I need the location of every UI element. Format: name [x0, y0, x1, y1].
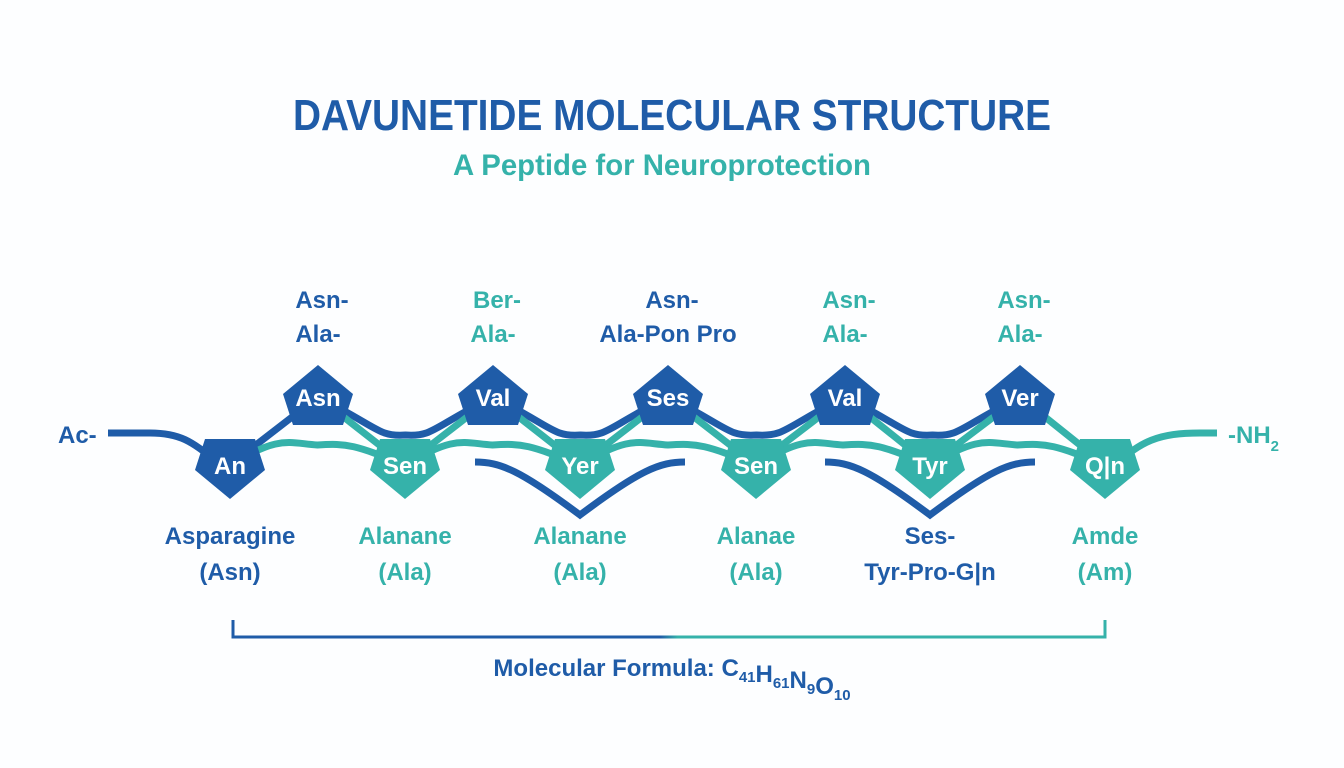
residue-annotation: Ala-	[822, 321, 867, 348]
residue-annotation: Ber-	[473, 287, 521, 314]
residue-name: Amde	[1072, 523, 1139, 550]
backbone-bond	[403, 439, 582, 469]
residue-abbrev: Val	[476, 385, 511, 412]
residue-name: (Ala)	[553, 559, 606, 586]
residue-abbrev: Ver	[1001, 385, 1038, 412]
backbone-bond	[228, 439, 407, 469]
residue-annotation: Ala-	[997, 321, 1042, 348]
residue-node-top	[985, 365, 1055, 425]
residue-abbrev: Ses	[647, 385, 690, 412]
residue-annotation: Ala-	[470, 321, 515, 348]
backbone-bond	[666, 393, 847, 439]
residue-node-bottom	[370, 439, 440, 499]
residue-abbrev: An	[214, 453, 246, 480]
residue-abbrev: Tyr	[912, 453, 948, 480]
residue-name: Asparagine	[165, 523, 296, 550]
residue-node-top	[633, 365, 703, 425]
residue-annotation: Asn-	[295, 287, 348, 314]
residue-nodes: Asn Val Ses Val Ver An Sen Yer Sen Tyr Q|n	[195, 365, 1140, 499]
backbone-bond	[754, 439, 932, 469]
diagram-title: DAVUNETIDE MOLECULAR STRUCTURE	[293, 91, 1051, 140]
residue-abbrev: Sen	[383, 453, 427, 480]
residue-name: (Am)	[1078, 559, 1133, 586]
crosslink-bond	[824, 458, 1036, 520]
residue-node-top	[458, 365, 528, 425]
crosslink-bond	[474, 458, 686, 520]
residue-annotation: Asn-	[997, 287, 1050, 314]
n-terminus: Ac-	[58, 422, 97, 449]
residue-node-bottom	[545, 439, 615, 499]
residue-abbrev: Yer	[561, 453, 598, 480]
residue-node-bottom	[1070, 439, 1140, 499]
residue-annotation: Asn-	[822, 287, 875, 314]
residue-node-bottom	[195, 439, 265, 499]
backbone-bond	[928, 439, 1107, 469]
backbone-bond	[316, 393, 495, 439]
c-terminus: -NH2	[1228, 422, 1279, 455]
sequence-bracket	[231, 620, 1107, 639]
residue-node-bottom	[721, 439, 791, 499]
residue-name: Alanane	[358, 523, 451, 550]
residue-abbrev: Asn	[295, 385, 340, 412]
residue-name: Alanane	[533, 523, 626, 550]
molecular-formula: Molecular Formula: C41H61N9O10	[493, 655, 850, 704]
residue-annotation: Asn-	[645, 287, 698, 314]
residue-annotation: Ala-	[295, 321, 340, 348]
residue-name: (Asn)	[199, 559, 260, 586]
residue-name: Tyr-Pro-G|n	[864, 559, 996, 586]
residue-node-bottom	[895, 439, 965, 499]
backbone-bond	[578, 439, 758, 469]
residue-node-top	[810, 365, 880, 425]
residue-labels: Asn- Ala- Ber- Ala- Asn- Ala-Pon Pro Asn- Ala- A…	[165, 287, 1139, 586]
residue-abbrev: Sen	[734, 453, 778, 480]
residue-name: Ses-	[905, 523, 956, 550]
residue-name: Alanae	[717, 523, 796, 550]
diagram-subtitle: A Peptide for Neuroprotection	[453, 149, 871, 182]
residue-node-top	[283, 365, 353, 425]
residue-annotation: Ala-Pon Pro	[599, 321, 736, 348]
backbone-bond	[843, 393, 1022, 439]
residue-name: (Ala)	[378, 559, 431, 586]
residue-abbrev: Q|n	[1085, 453, 1125, 480]
residue-abbrev: Val	[828, 385, 863, 412]
backbone-bond	[491, 393, 670, 439]
residue-name: (Ala)	[729, 559, 782, 586]
